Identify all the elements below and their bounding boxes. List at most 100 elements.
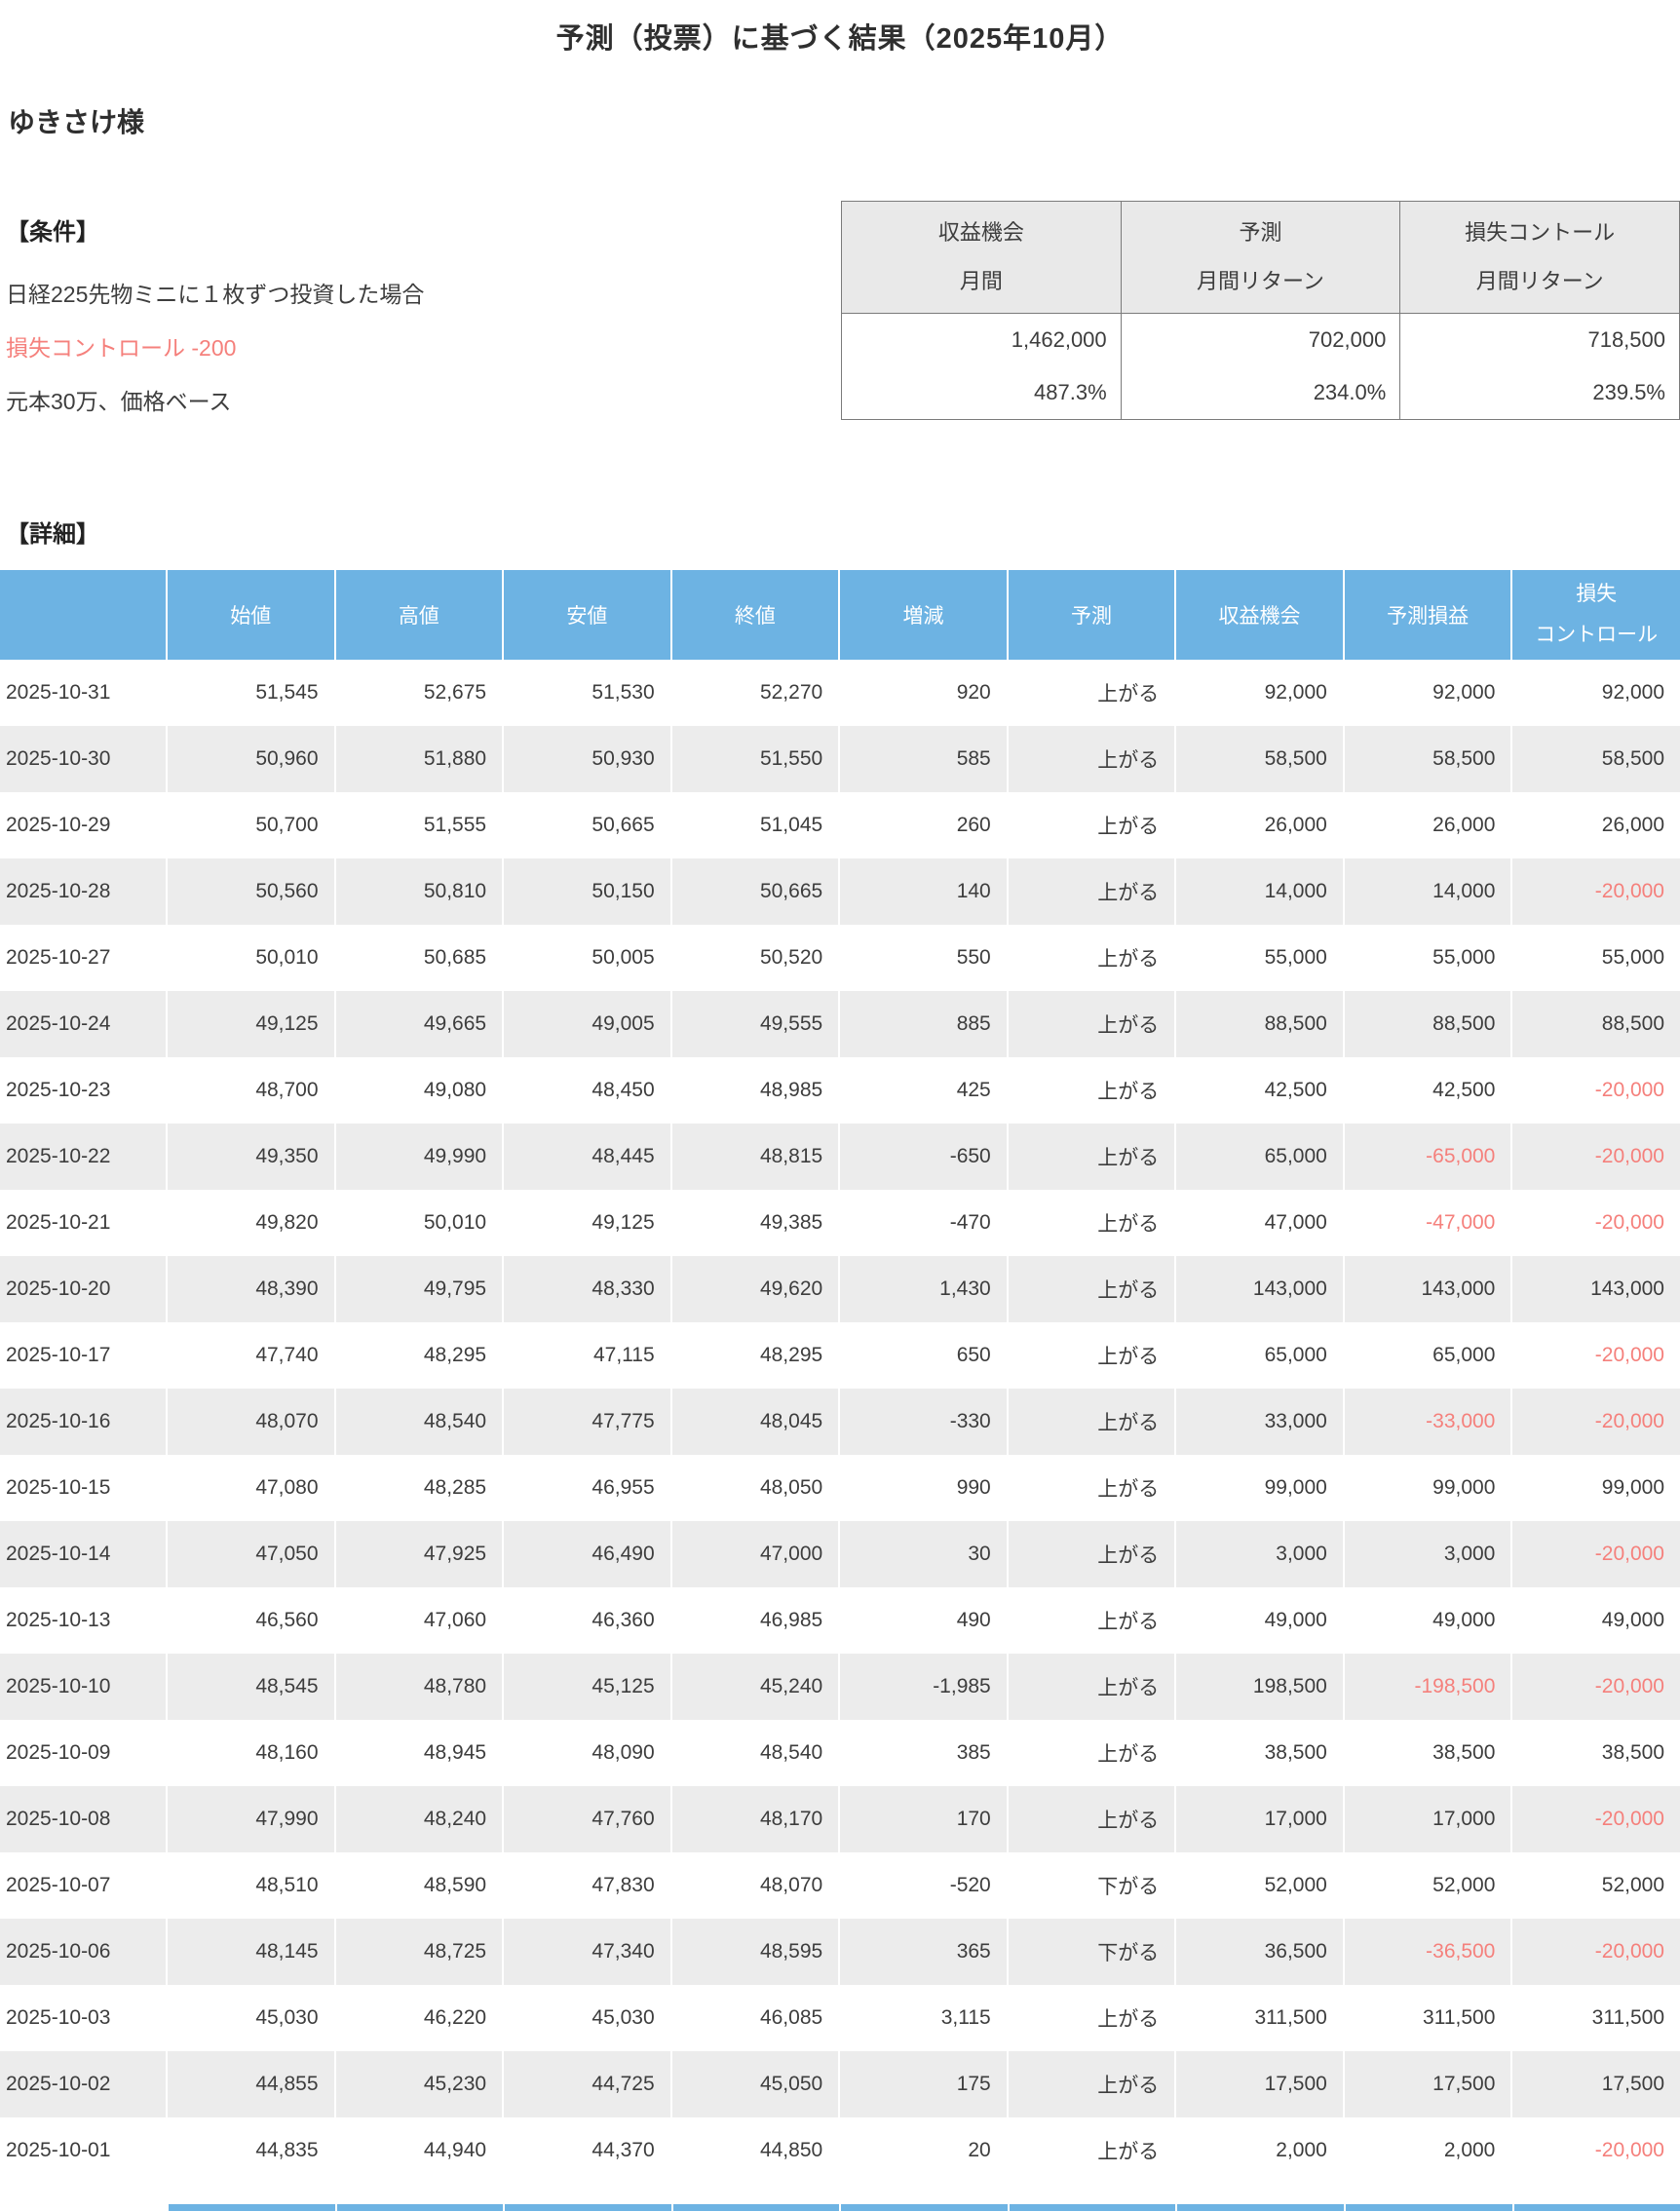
cell-forecast: 上がる	[1006, 1322, 1176, 1389]
cell-loss-control: -20,000	[1510, 2117, 1680, 2184]
cell-pnl: 58,500	[1342, 726, 1512, 792]
cell-date: 2025-10-03	[0, 1985, 167, 2051]
cell-forecast: 上がる	[1006, 991, 1176, 1057]
cell-close: 52,270	[669, 660, 840, 726]
summary-header-opportunity: 収益機会 月間	[841, 201, 1122, 314]
cell-low: 44,725	[502, 2051, 671, 2117]
cell-close: 51,550	[669, 726, 840, 792]
table-row: 2025-10-29 50,700 51,555 50,665 51,045 2…	[0, 792, 1680, 858]
cell-close: 50,520	[669, 925, 840, 991]
customer-name: ゆきさけ様	[8, 107, 145, 137]
cell-high: 48,945	[333, 1720, 504, 1786]
cell-low: 46,955	[502, 1455, 671, 1521]
cell-open: 48,160	[166, 1720, 335, 1786]
table-row: 2025-10-13 46,560 47,060 46,360 46,985 4…	[0, 1587, 1680, 1654]
table-row: 2025-10-15 47,080 48,285 46,955 48,050 9…	[0, 1455, 1680, 1521]
detail-header-date	[0, 570, 167, 660]
cell-opportunity: 17,000	[1174, 1786, 1344, 1852]
details-heading: 【詳細】	[6, 521, 99, 548]
cell-high: 47,925	[333, 1521, 504, 1587]
table-row: 2025-10-28 50,560 50,810 50,150 50,665 1…	[0, 858, 1680, 925]
cell-high: 48,780	[333, 1654, 504, 1720]
summary-percent-forecast: 234.0%	[1120, 366, 1401, 420]
cell-pnl: 17,000	[1342, 1786, 1512, 1852]
cell-change: 650	[838, 1322, 1008, 1389]
cell-low: 50,150	[502, 858, 671, 925]
cell-forecast: 上がる	[1006, 1455, 1176, 1521]
summary-value-opportunity: 1,462,000	[841, 313, 1122, 366]
cell-opportunity: 26,000	[1174, 792, 1344, 858]
top-section: 【条件】 日経225先物ミニに１枚ずつ投資した場合 損失コントロール -200 …	[0, 201, 1680, 429]
cell-change: 585	[838, 726, 1008, 792]
cell-date: 2025-10-14	[0, 1521, 167, 1587]
cell-date: 2025-10-09	[0, 1720, 167, 1786]
cell-low: 47,760	[502, 1786, 671, 1852]
cell-date: 2025-10-27	[0, 925, 167, 991]
cell-change: 425	[838, 1057, 1008, 1124]
cell-date: 2025-10-21	[0, 1190, 167, 1256]
cell-change: 920	[838, 660, 1008, 726]
cell-open: 50,700	[166, 792, 335, 858]
cell-low: 48,450	[502, 1057, 671, 1124]
cell-pnl: 17,500	[1342, 2051, 1512, 2117]
cell-loss-control: -20,000	[1510, 1654, 1680, 1720]
cell-opportunity: 33,000	[1174, 1389, 1344, 1455]
table-row: 2025-10-07 48,510 48,590 47,830 48,070 -…	[0, 1852, 1680, 1919]
cell-change: -520	[838, 1852, 1008, 1919]
cell-loss-control: -20,000	[1510, 1057, 1680, 1124]
summary-header-forecast: 予測 月間リターン	[1120, 201, 1401, 314]
cell-open: 48,145	[166, 1919, 335, 1985]
cell-high: 48,590	[333, 1852, 504, 1919]
cell-opportunity: 92,000	[1174, 660, 1344, 726]
cell-loss-control: -20,000	[1510, 858, 1680, 925]
cell-high: 48,295	[333, 1322, 504, 1389]
cell-loss-control: 88,500	[1510, 991, 1680, 1057]
table-row: 2025-10-24 49,125 49,665 49,005 49,555 8…	[0, 991, 1680, 1057]
detail-header-loss-control: 損失 コントロール	[1510, 570, 1680, 660]
cell-close: 49,555	[669, 991, 840, 1057]
cell-low: 49,005	[502, 991, 671, 1057]
cell-high: 50,685	[333, 925, 504, 991]
cell-low: 47,115	[502, 1322, 671, 1389]
cell-forecast: 上がる	[1006, 1985, 1176, 2051]
detail-header-pnl: 予測損益	[1342, 570, 1512, 660]
cell-date: 2025-10-22	[0, 1124, 167, 1190]
cell-loss-control: 38,500	[1510, 1720, 1680, 1786]
cell-open: 49,350	[166, 1124, 335, 1190]
detail-header-opportunity: 収益機会	[1174, 570, 1344, 660]
cell-open: 48,510	[166, 1852, 335, 1919]
cell-high: 52,675	[333, 660, 504, 726]
table-row: 2025-10-30 50,960 51,880 50,930 51,550 5…	[0, 726, 1680, 792]
cell-date: 2025-10-16	[0, 1389, 167, 1455]
cell-change: 990	[838, 1455, 1008, 1521]
cell-forecast: 上がる	[1006, 1654, 1176, 1720]
cell-open: 47,050	[166, 1521, 335, 1587]
cell-opportunity: 36,500	[1174, 1919, 1344, 1985]
cell-close: 46,985	[669, 1587, 840, 1654]
cell-open: 48,390	[166, 1256, 335, 1322]
cell-pnl: 311,500	[1342, 1985, 1512, 2051]
cell-pnl: 49,000	[1342, 1587, 1512, 1654]
cell-opportunity: 52,000	[1174, 1852, 1344, 1919]
summary-value-loss-control: 718,500	[1399, 313, 1680, 366]
cell-low: 46,490	[502, 1521, 671, 1587]
table-row: 2025-10-16 48,070 48,540 47,775 48,045 -…	[0, 1389, 1680, 1455]
cell-pnl: 52,000	[1342, 1852, 1512, 1919]
next-table-header-sliver	[0, 2204, 1680, 2211]
summary-percent-loss-control: 239.5%	[1399, 366, 1680, 420]
cell-change: 385	[838, 1720, 1008, 1786]
cell-pnl: -47,000	[1342, 1190, 1512, 1256]
cell-change: 550	[838, 925, 1008, 991]
cell-change: 490	[838, 1587, 1008, 1654]
cell-pnl: 42,500	[1342, 1057, 1512, 1124]
cell-date: 2025-10-30	[0, 726, 167, 792]
cell-close: 48,815	[669, 1124, 840, 1190]
cell-pnl: 55,000	[1342, 925, 1512, 991]
cell-date: 2025-10-15	[0, 1455, 167, 1521]
cell-forecast: 上がる	[1006, 792, 1176, 858]
cell-opportunity: 38,500	[1174, 1720, 1344, 1786]
cell-pnl: 92,000	[1342, 660, 1512, 726]
conditions-heading: 【条件】	[6, 219, 99, 246]
cell-high: 44,940	[333, 2117, 504, 2184]
cell-pnl: -33,000	[1342, 1389, 1512, 1455]
